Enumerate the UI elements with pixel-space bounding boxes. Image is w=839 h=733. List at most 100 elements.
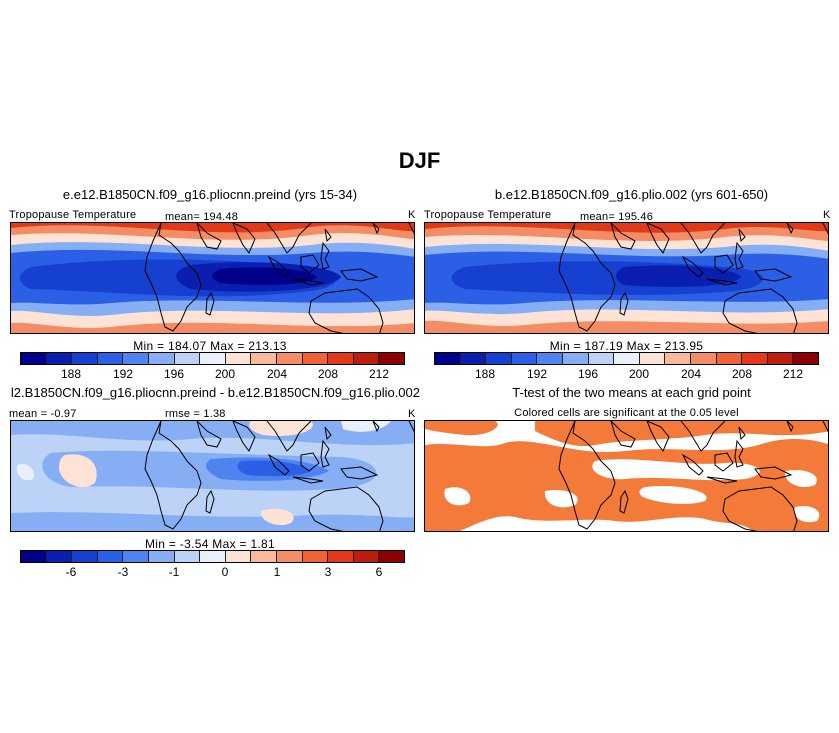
colorbar-swatch: [97, 353, 124, 364]
colorbar-swatch: [665, 353, 691, 364]
colorbar-swatch: [174, 551, 201, 562]
colorbar-tick: -6: [65, 565, 77, 579]
colorbar-swatch: [379, 551, 404, 562]
colorbar-swatch: [174, 353, 201, 364]
mean-label-top-left: mean= 194.48: [165, 211, 239, 223]
colorbar-tick: 204: [680, 367, 702, 381]
colorbar-swatch: [353, 353, 380, 364]
minmax-top-right: Min = 187.19 Max = 213.95: [549, 339, 704, 353]
map-bottom-left: [10, 420, 415, 532]
colorbar-tick: 0: [221, 565, 229, 579]
colorbar-swatch: [435, 353, 461, 364]
main-title: DJF: [398, 148, 441, 173]
panel-title-bottom-left-text: l2.B1850CN.f09_g16.pliocnn.preind - b.e1…: [10, 385, 420, 400]
colorbar-swatch: [46, 353, 73, 364]
colorbar-swatch: [460, 353, 487, 364]
colorbar-tick: 200: [214, 367, 236, 381]
colorbar-tick: 188: [474, 367, 496, 381]
colorbar-tick: 196: [163, 367, 185, 381]
temperature-field-top-right: [425, 223, 828, 333]
colorbar-swatch: [97, 551, 124, 562]
colorbar-swatch: [588, 353, 615, 364]
colorbar-ticks-bottom-left: -6 -3 -1 0 1 3 6: [20, 565, 405, 581]
colorbar-tick: 212: [368, 367, 390, 381]
panel-title-top-left: e.e12.B1850CN.f09_g16.pliocnn.preind (yr…: [62, 187, 358, 202]
colorbar-swatch: [276, 353, 303, 364]
colorbar-tick: 192: [526, 367, 548, 381]
map-bottom-right: [424, 420, 829, 532]
colorbar-swatch: [328, 551, 354, 562]
rmse-label-bottom-left: rmse = 1.38: [165, 408, 226, 420]
colorbar-swatch: [148, 353, 175, 364]
colorbar-swatch: [225, 551, 252, 562]
mean-label-bottom-left: mean = -0.97: [9, 408, 77, 420]
colorbar-tick: -1: [168, 565, 180, 579]
colorbar-tick: 212: [782, 367, 804, 381]
colorbar-tick: 1: [273, 565, 281, 579]
mean-label-top-right: mean= 195.46: [580, 211, 654, 223]
colorbar-tick: 196: [577, 367, 599, 381]
colorbar-swatch: [353, 551, 380, 562]
colorbar-swatch: [379, 353, 404, 364]
temperature-field-top-left: [11, 223, 414, 333]
colorbar-ticks-top-right: 188 192 196 200 204 208 212: [434, 367, 819, 383]
variable-label-top-left: Tropopause Temperature: [9, 209, 137, 221]
map-top-right: [424, 222, 829, 334]
colorbar-swatch: [562, 353, 589, 364]
colorbar-swatch: [200, 353, 226, 364]
panel-title-bottom-right: T-test of the two means at each grid poi…: [512, 385, 751, 400]
significant-region: [425, 421, 828, 531]
colorbar-tick: -3: [117, 565, 129, 579]
colorbar-swatch: [716, 353, 743, 364]
colorbar-swatch: [537, 353, 563, 364]
colorbar-tick: 6: [375, 565, 383, 579]
colorbar-swatch: [21, 353, 47, 364]
colorbar-swatch: [72, 551, 98, 562]
colorbar-swatch: [328, 353, 354, 364]
colorbar-swatch: [251, 551, 277, 562]
colorbar-tick: 192: [112, 367, 134, 381]
colorbar-swatch: [21, 551, 47, 562]
colorbar-tick: 188: [60, 367, 82, 381]
colorbar-swatch: [72, 353, 98, 364]
significance-field-bottom-right: [425, 421, 828, 531]
colorbar-swatch: [251, 353, 277, 364]
minmax-bottom-left: Min = -3.54 Max = 1.81: [145, 537, 275, 551]
colorbar-swatch: [742, 353, 768, 364]
colorbar-swatch: [123, 551, 149, 562]
colorbar-tick: 208: [317, 367, 339, 381]
colorbar-tick: 204: [266, 367, 288, 381]
colorbar-top-right: [434, 352, 819, 365]
colorbar-tick: 208: [731, 367, 753, 381]
colorbar-swatch: [302, 353, 329, 364]
panel-title-top-right: b.e12.B1850CN.f09_g16.plio.002 (yrs 601-…: [494, 187, 769, 202]
difference-field-bottom-left: [11, 421, 414, 531]
units-label-top-left: K: [408, 209, 416, 221]
colorbar-swatch: [123, 353, 149, 364]
colorbar-swatch: [46, 551, 73, 562]
colorbar-swatch: [276, 551, 303, 562]
minmax-top-left: Min = 184.07 Max = 213.13: [133, 339, 287, 353]
panel-subtitle-bottom-right: Colored cells are significant at the 0.0…: [514, 407, 739, 419]
colorbar-swatch: [793, 353, 818, 364]
colorbar-swatch: [639, 353, 666, 364]
units-label-bottom-left: K: [408, 408, 416, 420]
colorbar-swatch: [767, 353, 794, 364]
colorbar-swatch: [302, 551, 329, 562]
colorbar-swatch: [690, 353, 717, 364]
colorbar-swatch: [225, 353, 252, 364]
colorbar-swatch: [148, 551, 175, 562]
variable-label-top-right: Tropopause Temperature: [424, 209, 552, 221]
colorbar-swatch: [486, 353, 512, 364]
units-label-top-right: K: [823, 209, 831, 221]
map-top-left: [10, 222, 415, 334]
panel-title-bottom-left: l2.B1850CN.f09_g16.pliocnn.preind - b.e1…: [0, 385, 420, 400]
colorbar-tick: 3: [324, 565, 332, 579]
colorbar-swatch: [614, 353, 640, 364]
colorbar-swatch: [511, 353, 538, 364]
colorbar-swatch: [200, 551, 226, 562]
colorbar-top-left: [20, 352, 405, 365]
colorbar-tick: 200: [628, 367, 650, 381]
colorbar-bottom-left: [20, 550, 405, 563]
colorbar-ticks-top-left: 188 192 196 200 204 208 212: [20, 367, 405, 383]
